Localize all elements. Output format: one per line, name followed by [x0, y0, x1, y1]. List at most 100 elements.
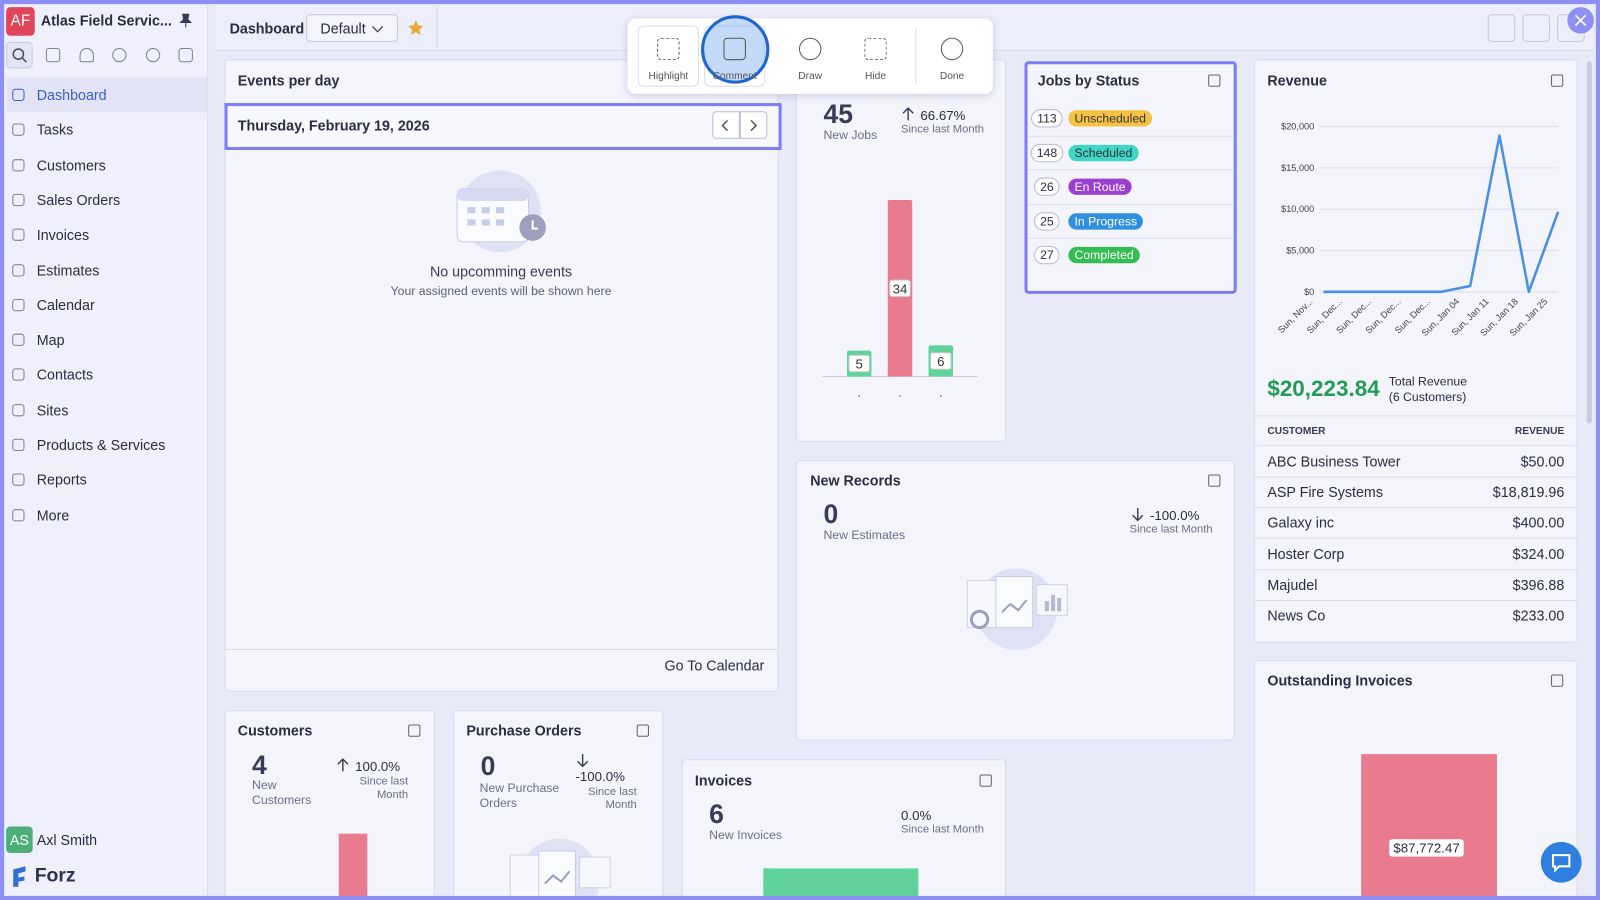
status-label[interactable]: En Route: [1068, 178, 1132, 195]
tool-label[interactable]: Draw: [798, 70, 823, 83]
view-dropdown[interactable]: [306, 14, 398, 42]
customers-label: Customers: [252, 792, 312, 808]
edit-icon[interactable]: [1208, 474, 1221, 487]
row-divider: [1255, 538, 1577, 540]
invoices-change: 0.0%: [901, 807, 932, 823]
idea-icon[interactable]: [112, 47, 127, 63]
nav-icon: [12, 298, 25, 312]
nav-icon: [12, 123, 25, 137]
date-text: Thursday, February 19, 2026: [237, 117, 430, 134]
tool-label[interactable]: Done: [939, 70, 965, 83]
app-logo[interactable]: AF: [6, 7, 35, 36]
edit-icon[interactable]: [408, 724, 421, 737]
tool-label[interactable]: Comment: [712, 70, 757, 83]
prev-button[interactable]: [712, 111, 740, 139]
status-count: 26: [1033, 177, 1060, 196]
nav-icon: [12, 508, 25, 522]
edit-icon[interactable]: [1551, 74, 1564, 87]
nav-icon: [12, 333, 25, 347]
nav-item[interactable]: Reports: [36, 471, 87, 489]
nav-icon: [12, 158, 25, 172]
card-title: Outstanding Invoices: [1267, 672, 1413, 689]
nav-item[interactable]: Map: [36, 331, 65, 349]
invoices-bar: [763, 868, 919, 900]
inbox-icon[interactable]: [45, 47, 61, 63]
view-name[interactable]: Default: [320, 20, 366, 37]
customer-revenue: $396.88: [1512, 576, 1565, 593]
nav-item[interactable]: Sales Orders: [36, 191, 121, 209]
refresh-button[interactable]: [1487, 14, 1516, 42]
nav-item[interactable]: Sites: [36, 401, 69, 419]
nav-item[interactable]: Dashboard: [36, 86, 107, 104]
nav-item[interactable]: Contacts: [36, 366, 94, 384]
arrow-icons: [721, 119, 758, 132]
tool-label[interactable]: Hide: [865, 70, 887, 83]
row-divider: [1027, 169, 1234, 171]
jobs-label: New Jobs: [823, 127, 878, 142]
nav-item[interactable]: Tasks: [36, 121, 74, 139]
nav-item[interactable]: Customers: [36, 156, 106, 174]
next-button[interactable]: [739, 111, 768, 139]
events-card: [224, 59, 779, 692]
total-sub: (6 Customers): [1388, 389, 1467, 405]
nav-item[interactable]: Products & Services: [36, 436, 166, 454]
edit-icon[interactable]: [979, 774, 992, 787]
layout-icon[interactable]: [178, 47, 193, 63]
bell-icon[interactable]: [79, 47, 94, 63]
edit-icon[interactable]: [1208, 74, 1221, 87]
status-label[interactable]: Completed: [1068, 246, 1140, 264]
value-label: 34: [893, 281, 908, 296]
click-indicator: [701, 15, 770, 84]
jobs-change: 66.67%: [920, 107, 966, 123]
card-title: Purchase Orders: [466, 722, 582, 739]
tool-frame: [637, 25, 699, 87]
card-title: Customers: [237, 722, 313, 739]
nav-active[interactable]: [6, 77, 208, 113]
edit-icon[interactable]: [1551, 674, 1564, 687]
tool-label[interactable]: Highlight: [648, 70, 689, 83]
nav-icon: [12, 403, 25, 417]
favorite-star[interactable]: [407, 19, 424, 36]
pin-icon[interactable]: [178, 12, 194, 28]
customers-bar: [338, 833, 368, 900]
outstanding-bar: [1361, 754, 1497, 900]
chat-button[interactable]: [1540, 841, 1582, 883]
user-avatar[interactable]: AS: [6, 826, 33, 854]
nav-item[interactable]: Invoices: [36, 226, 90, 244]
date-bar: [224, 103, 782, 150]
calendar-link[interactable]: Go To Calendar: [664, 657, 765, 674]
nav-icon: [12, 263, 25, 277]
chevron-icon: [371, 26, 384, 33]
divider: [436, 5, 438, 52]
search-button[interactable]: [6, 41, 33, 69]
value-label-bg: [848, 354, 870, 373]
jobs-count: 45: [823, 98, 853, 130]
row-divider: [1255, 599, 1577, 601]
customer-name: Hoster Corp: [1267, 545, 1345, 562]
card-title: New Records: [810, 472, 901, 489]
tool-icon: [657, 37, 680, 61]
po-since: Since last: [588, 785, 637, 798]
settings-icon[interactable]: [145, 47, 161, 63]
edit-icon[interactable]: [636, 724, 649, 737]
row-divider: [1027, 237, 1234, 239]
nav-item[interactable]: More: [36, 506, 70, 524]
row-divider: [1255, 568, 1577, 570]
jobs-since: Since last Month: [901, 123, 985, 136]
column-header: REVENUE: [1514, 426, 1565, 438]
status-label[interactable]: Scheduled: [1068, 144, 1139, 161]
app-name[interactable]: Atlas Field Servic...: [40, 12, 172, 29]
records-illustration: [966, 568, 1068, 650]
x-tick-dot: [939, 395, 942, 397]
apps-button[interactable]: [1522, 14, 1550, 42]
x-tick-dot: [899, 395, 901, 397]
status-label[interactable]: In Progress: [1068, 212, 1144, 230]
nav-item[interactable]: Estimates: [36, 261, 100, 279]
nav-item[interactable]: Calendar: [36, 296, 95, 314]
status-label[interactable]: Unscheduled: [1068, 110, 1153, 127]
divider: [225, 648, 778, 650]
column-header: CUSTOMER: [1267, 426, 1326, 438]
user-name[interactable]: Axl Smith: [36, 831, 98, 848]
up-arrow: [902, 107, 914, 121]
